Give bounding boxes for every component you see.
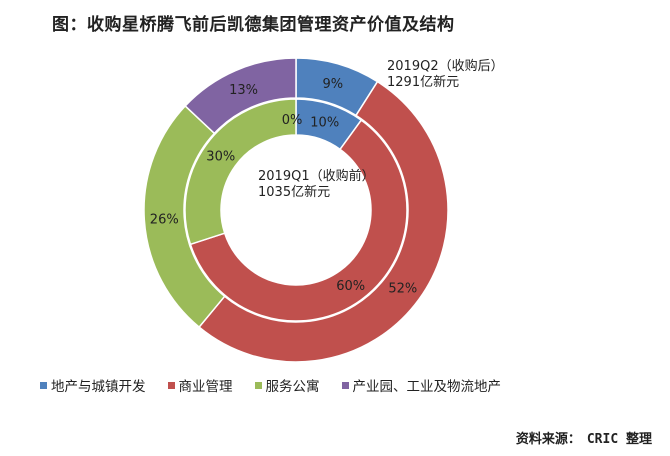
legend-swatch [341, 381, 349, 389]
slice-outer-3 [184, 57, 297, 135]
data-label-inner-2: 30% [206, 149, 235, 164]
legend-item-serviced-apartments: 服务公寓 [254, 375, 320, 395]
data-label-inner-0: 10% [310, 116, 339, 131]
legend-swatch [40, 381, 47, 389]
chart-title: 图：收购星桥腾飞前后凯德集团管理资产价值及结构 [52, 15, 455, 35]
inner-ring-total-label: 1035亿新元 [258, 184, 330, 200]
source-name: CRIC 整理 [586, 432, 652, 447]
legend: 地产与城镇开发 商业管理 服务公寓 产业园、工业及物流地产 [40, 375, 523, 395]
slice-inner-2 [184, 98, 297, 246]
source-note: 资料来源： CRIC 整理 [516, 428, 652, 447]
legend-item-commercial-management: 商业管理 [167, 375, 233, 395]
slice-inner-1 [189, 119, 408, 322]
legend-swatch [254, 381, 262, 389]
inner-ring [184, 98, 408, 322]
data-label-outer-3: 13% [229, 83, 258, 98]
data-labels: 9% 52% 26% 13% 10% 60% 30% 0% [150, 77, 417, 296]
source-label: 资料来源： [515, 432, 581, 447]
legend-item-industrial-logistics: 产业园、工业及物流地产 [341, 375, 502, 395]
data-label-inner-1: 60% [336, 279, 365, 294]
slice-outer-1 [198, 80, 449, 363]
outer-ring-period-label: 2019Q2（收购后） [387, 58, 504, 74]
data-label-outer-2: 26% [150, 212, 179, 227]
legend-swatch [167, 381, 175, 389]
legend-label: 产业园、工业及物流地产 [352, 379, 502, 395]
legend-label: 商业管理 [178, 379, 233, 395]
legend-item-property-development: 地产与城镇开发 [40, 375, 146, 395]
outer-ring-total-label: 1291亿新元 [387, 74, 459, 90]
data-label-outer-0: 9% [323, 77, 344, 92]
legend-label: 服务公寓 [265, 379, 320, 395]
outer-ring [143, 57, 449, 363]
data-label-inner-3: 0% [282, 113, 303, 128]
data-label-outer-1: 52% [388, 282, 417, 297]
inner-ring-period-label: 2019Q1（收购前） [258, 168, 375, 184]
legend-label: 地产与城镇开发 [51, 379, 146, 395]
